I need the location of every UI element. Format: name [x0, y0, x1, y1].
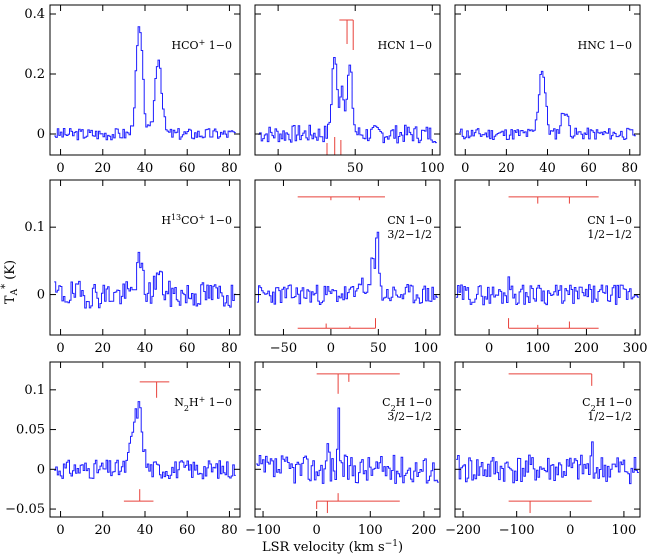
frame-hnc: [454, 4, 641, 156]
xtick-label-c2h12-1: −100: [499, 523, 535, 538]
xtick-label-hcn-1: 50: [347, 161, 364, 176]
label-c2h12: C2H 1−0: [582, 396, 632, 413]
xtick-label-hnc-2: 40: [539, 161, 556, 176]
xtick-label-cn12-2: 200: [574, 341, 599, 356]
label-h13co: H13CO+ 1−0: [161, 213, 232, 228]
xtick-label-hcn-0: 0: [274, 161, 282, 176]
panel-n2h: 0 20 40 60 80 −0.05 0 0.05 0.1 N2H+ 1−0: [5, 361, 241, 538]
spectrum-h13co: [54, 251, 236, 309]
xtick-label-n2h-2: 40: [137, 523, 154, 538]
xtick-label-hnc-0: 0: [461, 161, 469, 176]
ytick-label-h13co-1: 0.1: [24, 220, 45, 235]
ytick-label-n2h-1: 0: [37, 462, 45, 477]
panel-hnc: 0 20 40 60 80 HNC 1−0: [454, 4, 641, 176]
frame-h13co: [49, 179, 241, 336]
xtick-label-c2h12-0: −200: [445, 523, 481, 538]
xtick-label-h13co-4: 80: [221, 341, 238, 356]
frame-cn32: [254, 179, 441, 336]
ytick-label-hco-2: 0.4: [24, 7, 45, 22]
spectrum-n2h: [54, 401, 236, 480]
xtick-label-n2h-1: 20: [95, 523, 112, 538]
xtick-label-c2h32-1: 0: [313, 523, 321, 538]
panel-h13co: 0 20 40 60 80 0 0.1 H13CO+ 1−0: [24, 179, 241, 356]
xtick-label-cn32-0: −50: [270, 341, 297, 356]
xtick-label-cn32-2: 50: [370, 341, 387, 356]
panel-grid: 0 20 40 60 80 0 0.2 0.4 HCO+ 1−0 0 50 100 HCN 1−0 0 20…: [5, 4, 648, 538]
xtick-label-hco-3: 60: [179, 161, 196, 176]
xtick-label-c2h32-3: 200: [411, 523, 436, 538]
xtick-label-h13co-3: 60: [179, 341, 196, 356]
xtick-label-h13co-2: 40: [137, 341, 154, 356]
ytick-label-h13co-0: 0: [37, 288, 45, 303]
xtick-label-hco-0: 0: [56, 161, 64, 176]
frame-n2h: [49, 361, 241, 518]
sublabel-cn12: 1/2−1/2: [587, 228, 632, 241]
xtick-label-n2h-0: 0: [56, 523, 64, 538]
xtick-label-hnc-1: 20: [498, 161, 515, 176]
x-axis-label: LSR velocity (km s−1): [262, 539, 403, 555]
panel-hco: 0 20 40 60 80 0 0.2 0.4 HCO+ 1−0: [24, 4, 241, 176]
xtick-label-h13co-1: 20: [95, 341, 112, 356]
xtick-label-c2h12-2: 0: [566, 523, 574, 538]
label-n2h: N2H+ 1−0: [174, 395, 232, 413]
label-hco: HCO+ 1−0: [172, 38, 232, 53]
panel-cn12: 0 100 200 300 CN 1−01/2−1/2: [454, 179, 648, 356]
spectrum-c2h32: [256, 407, 439, 484]
spectrum-c2h12: [456, 441, 639, 485]
label-c2h32: C2H 1−0: [382, 396, 432, 413]
xtick-label-c2h32-0: −100: [245, 523, 281, 538]
ytick-label-n2h-3: 0.1: [24, 383, 45, 398]
xtick-label-c2h12-3: 100: [611, 523, 636, 538]
xtick-label-hnc-3: 60: [580, 161, 597, 176]
spectrum-hnc: [459, 70, 636, 140]
spectrum-cn12: [456, 276, 639, 306]
spectrum-hco: [54, 26, 236, 141]
xtick-label-h13co-0: 0: [56, 341, 64, 356]
frame-c2h32: [254, 361, 441, 518]
label-cn12: CN 1−0: [587, 214, 632, 227]
xtick-label-cn12-0: 0: [485, 341, 493, 356]
xtick-label-hco-1: 20: [95, 161, 112, 176]
y-axis-label: TA* (K): [0, 260, 20, 304]
sublabel-c2h12: 1/2−1/2: [587, 410, 632, 423]
xtick-label-cn12-3: 300: [623, 341, 648, 356]
sublabel-c2h32: 3/2−1/2: [387, 410, 432, 423]
xtick-label-c2h32-2: 100: [358, 523, 383, 538]
frame-cn12: [454, 179, 641, 336]
ytick-label-n2h-2: 0.05: [16, 423, 45, 438]
xtick-label-cn32-3: 100: [413, 341, 438, 356]
label-hcn: HCN 1−0: [378, 39, 432, 52]
xtick-label-cn12-1: 100: [525, 341, 550, 356]
spectrum-cn32: [256, 231, 439, 305]
ytick-label-n2h-0: −0.05: [5, 502, 45, 517]
xtick-label-hco-2: 40: [137, 161, 154, 176]
ytick-label-hco-1: 0.2: [24, 67, 45, 82]
ytick-label-hco-0: 0: [37, 127, 45, 142]
panel-hcn: 0 50 100 HCN 1−0: [254, 4, 445, 176]
panel-cn32: −50 0 50 100 CN 1−03/2−1/2: [254, 179, 441, 356]
xtick-label-hnc-4: 80: [621, 161, 638, 176]
label-hnc: HNC 1−0: [578, 39, 632, 52]
xtick-label-cn32-1: 0: [327, 341, 335, 356]
spectrum-hcn: [258, 57, 437, 144]
label-cn32: CN 1−0: [387, 214, 432, 227]
panel-c2h12: −200 −100 0 100 C2H 1−01/2−1/2: [445, 361, 641, 538]
sublabel-cn32: 3/2−1/2: [387, 228, 432, 241]
frame-hcn: [254, 4, 441, 156]
xtick-label-hcn-2: 100: [420, 161, 445, 176]
xtick-label-hco-4: 80: [221, 161, 238, 176]
xtick-label-n2h-3: 60: [179, 523, 196, 538]
frame-c2h12: [454, 361, 641, 518]
xtick-label-n2h-4: 80: [221, 523, 238, 538]
panel-c2h32: −100 0 100 200 C2H 1−03/2−1/2: [245, 361, 441, 538]
